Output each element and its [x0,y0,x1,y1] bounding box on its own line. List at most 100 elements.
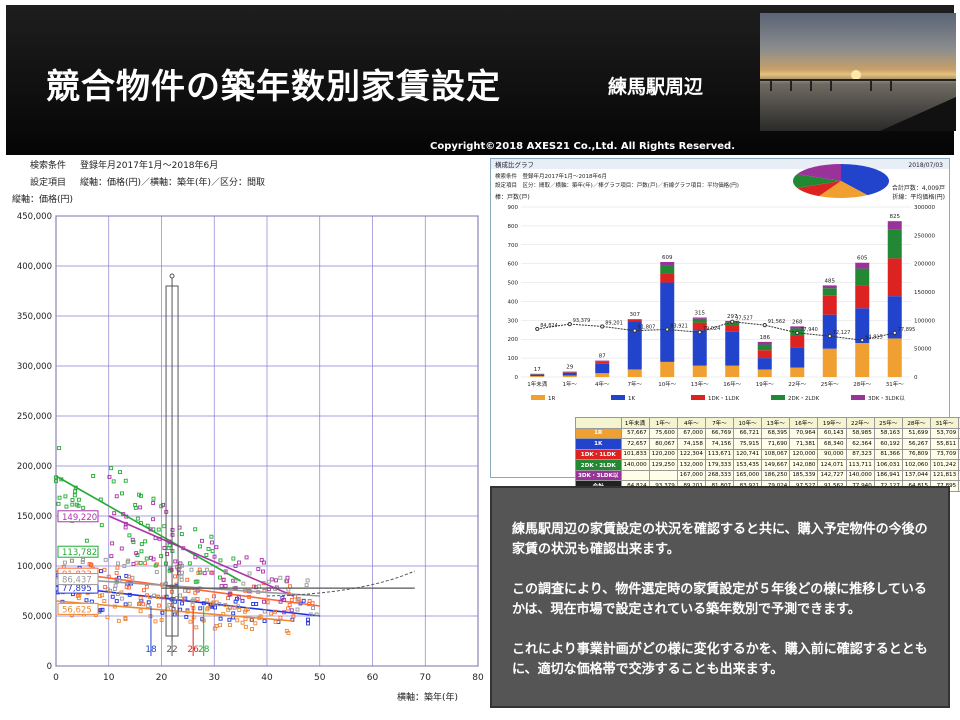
table-header-cell: 4年～ [676,417,706,429]
table-cell: 122,304 [676,448,706,460]
data-point [88,563,93,568]
data-point [81,557,85,562]
avg-price-label: 77,895 [898,327,916,333]
y-tick-label: 50,000 [22,612,52,622]
bar-segment [725,322,740,326]
data-point [110,594,115,599]
data-point [131,540,136,545]
data-point [269,611,274,616]
data-point [126,574,131,579]
data-point [80,560,85,565]
y2-tick-label: 200000 [914,262,935,268]
table-cell: 73,709 [930,448,960,460]
y2-tick-label: 50000 [914,347,932,353]
data-point [190,598,195,603]
data-point [69,558,74,563]
data-point [236,604,241,609]
data-point [100,593,105,598]
y-tick-label: 800 [508,224,519,230]
data-point [261,560,266,565]
data-point [72,493,77,498]
x-tick-label: 50 [314,673,326,683]
data-point [74,502,79,507]
chart-title-bar [491,159,949,169]
data-point [148,595,153,600]
data-point [210,601,215,606]
table-row: 1K 72,657 80,067 74,158 74,156 75,915 71,690 71… [575,438,960,450]
data-point [198,570,203,575]
data-point [167,543,172,548]
table-cell: 142,727 [817,469,847,481]
data-point [124,585,129,589]
data-point [123,478,128,483]
bar-segment [530,374,545,377]
data-point [233,564,238,568]
data-point [139,549,144,554]
table-cell: 68,395 [761,427,791,439]
bar-segment [855,268,870,286]
total-count: 合計戸数：4,009戸 [892,184,945,192]
bar-segment [692,365,707,377]
avg-price-point [600,324,605,329]
bar-total-label: 825 [890,214,901,220]
chart-date: 2018/07/03 [908,162,943,169]
data-point [243,624,248,629]
bar-segment [822,285,837,289]
description-box: 練馬駅周辺の家賃設定の状況を確認すると共に、購入予定物件の今後の家賃の状況も確認… [490,486,950,708]
data-point [186,589,191,593]
avg-price-label: 77,940 [800,327,818,333]
table-cell: 120,000 [789,448,819,460]
avg-price-point [632,328,637,333]
y-tick-label: 900 [508,205,519,211]
table-cell: 113,711 [845,459,875,471]
table-cell: 76,809 [901,448,932,460]
bar-segment [725,326,740,332]
data-point [70,502,75,507]
bar-segment [692,318,707,323]
y2-tick-label: 300000 [914,205,935,211]
data-point [114,599,119,604]
data-point [148,527,153,532]
data-point [180,601,185,606]
table-cell: 102,060 [901,459,932,471]
table-cell: 149,667 [761,459,791,471]
series-value-box [57,545,99,558]
x-tick-label: 70 [420,673,432,683]
table-cell [620,469,650,481]
y-tick-label: 400,000 [17,262,52,272]
data-point [119,590,124,595]
x-tick-label: 0 [53,673,59,683]
right-axis-title: 折線：平均価格(円) [892,193,945,201]
bar-segment [790,326,805,329]
data-point [266,579,271,584]
bar-segment [757,341,772,345]
bar-total-label: 29 [566,365,573,371]
bar-segment [627,319,642,322]
bar-total-label: 186 [760,335,771,341]
data-point [198,544,202,549]
data-point [119,546,124,551]
bar-segment [562,372,577,376]
avg-price-point [827,334,832,339]
data-point [70,498,75,502]
description-paragraph-3: これにより事業計画がどの様に変化するかを、購入前に確認するとともに、適切な価格帯… [512,642,928,677]
data-point [138,505,143,510]
left-axis-title: 棒：戸数(戸) [495,193,530,201]
data-point [311,606,316,610]
pie-slice [797,164,841,181]
x-tick-label: 20 [156,673,168,683]
data-point [204,567,209,572]
avg-price-point [665,327,670,332]
table-header-row: 1年未満 1年～ 4年～ 7年～ 10年～ 13年～ 16年～ 19年～ 22年～ 25年～ 28年… [575,417,960,429]
data-point [262,609,267,614]
data-point [198,606,203,611]
data-point [126,585,131,590]
data-point [97,594,102,599]
data-point [145,603,150,608]
legend-label: 1DK・1LDK [708,396,740,402]
table-row-label: 1R [575,427,622,439]
table-row-label: 1K [575,438,622,450]
bar-segment [595,373,610,377]
data-point [57,495,62,500]
data-point [151,517,156,522]
